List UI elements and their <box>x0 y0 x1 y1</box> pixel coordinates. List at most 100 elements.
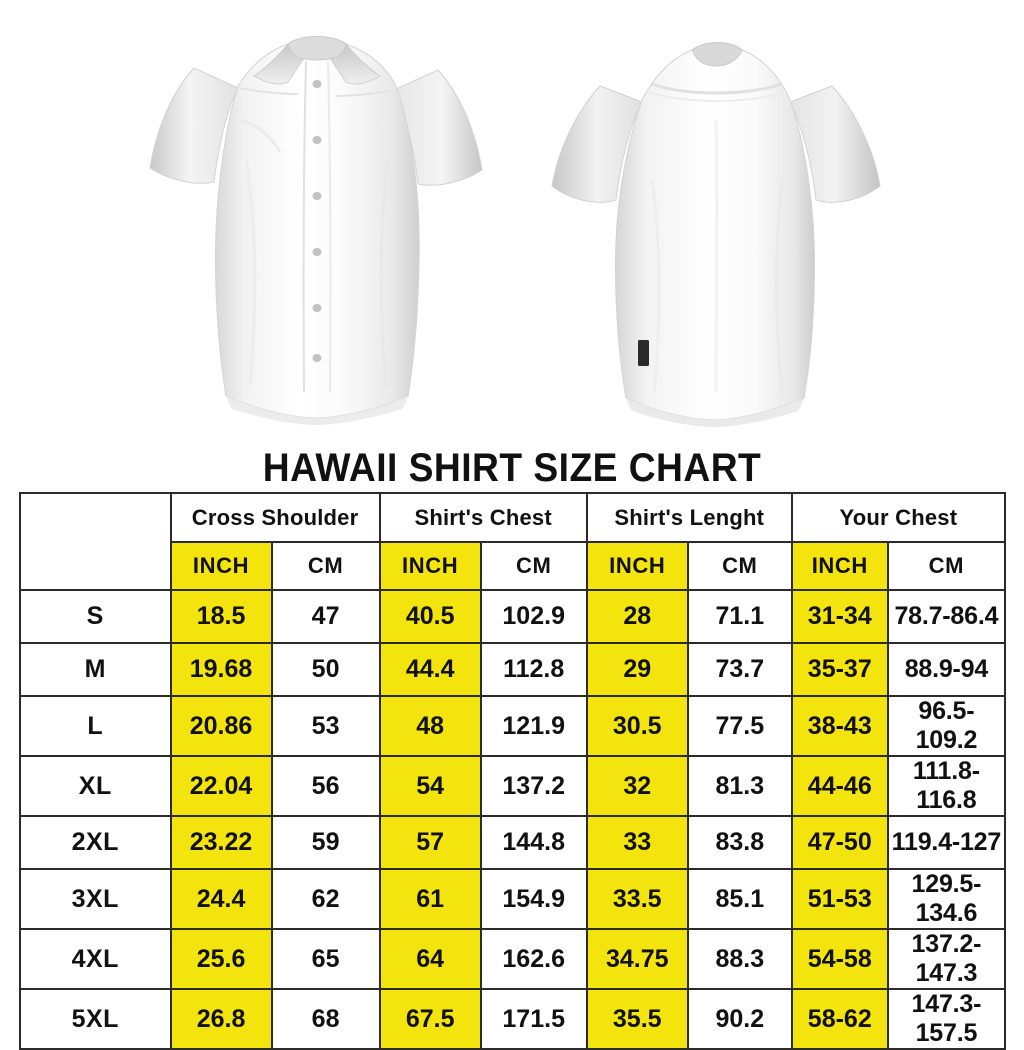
cell-s-shirts-length-inch: 28 <box>585 589 689 644</box>
size-label-2xl: 2XL <box>19 815 172 870</box>
cell-3xl-your-chest-inch: 51-53 <box>790 868 889 930</box>
size-chart-container: Cross Shoulder Shirt's Chest Shirt's Len… <box>19 492 1007 1050</box>
cell-xl-shirts-length-inch: 32 <box>585 755 689 817</box>
cell-4xl-your-chest-inch: 54-58 <box>790 928 889 990</box>
cell-5xl-shirts-chest-inch: 67.5 <box>378 988 482 1050</box>
cell-xl-cross-shoulder-cm: 56 <box>270 755 381 817</box>
group-header-shirts-length: Shirt's Lenght <box>585 492 793 543</box>
cell-5xl-shirts-length-cm: 90.2 <box>686 988 793 1050</box>
size-label-4xl: 4XL <box>19 928 172 990</box>
cell-l-shirts-length-cm: 77.5 <box>686 695 793 757</box>
size-label-3xl: 3XL <box>19 868 172 930</box>
cell-5xl-shirts-chest-cm: 171.5 <box>479 988 588 1050</box>
shirt-collar-band <box>287 36 347 61</box>
cell-xl-shirts-chest-cm: 137.2 <box>479 755 588 817</box>
size-chart-body: S 18.5 47 40.5 102.9 28 71.1 31-34 78.7-86.4 M 19.… <box>19 589 1007 1050</box>
shirt-hem <box>226 396 408 425</box>
cell-2xl-cross-shoulder-cm: 59 <box>270 815 381 870</box>
size-label-xl: XL <box>19 755 172 817</box>
group-header-shirts-chest: Shirt's Chest <box>378 492 588 543</box>
shirt-back-hem <box>626 398 804 427</box>
cell-2xl-shirts-chest-cm: 144.8 <box>479 815 588 870</box>
table-row: 5XL 26.8 68 67.5 171.5 35.5 90.2 58-62 147.3-157… <box>19 988 1007 1050</box>
cell-3xl-shirts-chest-inch: 61 <box>378 868 482 930</box>
cell-l-shirts-length-inch: 30.5 <box>585 695 689 757</box>
cell-l-cross-shoulder-cm: 53 <box>270 695 381 757</box>
cell-xl-cross-shoulder-inch: 22.04 <box>169 755 273 817</box>
shirt-collar-left <box>253 43 305 85</box>
cell-m-shirts-chest-cm: 112.8 <box>479 642 588 697</box>
cell-m-shirts-chest-inch: 44.4 <box>378 642 482 697</box>
cell-3xl-shirts-length-cm: 85.1 <box>686 868 793 930</box>
size-chart-table: Cross Shoulder Shirt's Chest Shirt's Len… <box>19 492 1007 1050</box>
cell-xl-shirts-length-cm: 81.3 <box>686 755 793 817</box>
table-row: L 20.86 53 48 121.9 30.5 77.5 38-43 96.5-109.2 <box>19 695 1007 757</box>
cell-5xl-your-chest-inch: 58-62 <box>790 988 889 1050</box>
cell-5xl-your-chest-cm: 147.3-157.5 <box>886 988 1007 1050</box>
cell-s-cross-shoulder-cm: 47 <box>270 589 381 644</box>
cell-4xl-shirts-length-cm: 88.3 <box>686 928 793 990</box>
cell-xl-your-chest-cm: 111.8-116.8 <box>886 755 1007 817</box>
table-row: 2XL 23.22 59 57 144.8 33 83.8 47-50 119.4-127 <box>19 815 1007 870</box>
cell-l-shirts-chest-cm: 121.9 <box>479 695 588 757</box>
cell-3xl-your-chest-cm: 129.5-134.6 <box>886 868 1007 930</box>
cell-s-shirts-length-cm: 71.1 <box>686 589 793 644</box>
size-label-5xl: 5XL <box>19 988 172 1050</box>
table-row: M 19.68 50 44.4 112.8 29 73.7 35-37 88.9-94 <box>19 642 1007 697</box>
size-label-m: M <box>19 642 172 697</box>
unit-header-chest-inch: INCH <box>378 541 482 591</box>
cell-3xl-shirts-length-inch: 33.5 <box>585 868 689 930</box>
corner-cell <box>19 492 172 591</box>
cell-2xl-cross-shoulder-inch: 23.22 <box>169 815 273 870</box>
cell-m-shirts-length-inch: 29 <box>585 642 689 697</box>
shirt-back-image <box>540 0 890 445</box>
cell-s-shirts-chest-inch: 40.5 <box>378 589 482 644</box>
cell-4xl-cross-shoulder-inch: 25.6 <box>169 928 273 990</box>
unit-header-length-cm: CM <box>686 541 793 591</box>
cell-5xl-cross-shoulder-cm: 68 <box>270 988 381 1050</box>
cell-4xl-shirts-chest-inch: 64 <box>378 928 482 990</box>
shirt-back-right-sleeve <box>789 85 881 203</box>
product-image-row <box>0 0 1024 445</box>
table-row: 4XL 25.6 65 64 162.6 34.75 88.3 54-58 137.2-147.… <box>19 928 1007 990</box>
cell-m-cross-shoulder-inch: 19.68 <box>169 642 273 697</box>
column-group-header-row: Cross Shoulder Shirt's Chest Shirt's Len… <box>19 492 1007 591</box>
cell-l-your-chest-inch: 38-43 <box>790 695 889 757</box>
group-header-cross-shoulder: Cross Shoulder <box>169 492 381 543</box>
cell-2xl-your-chest-cm: 119.4-127 <box>886 815 1007 870</box>
cell-s-your-chest-cm: 78.7-86.4 <box>886 589 1007 644</box>
size-label-s: S <box>19 589 172 644</box>
cell-2xl-shirts-chest-inch: 57 <box>378 815 482 870</box>
cell-xl-shirts-chest-inch: 54 <box>378 755 482 817</box>
cell-l-shirts-chest-inch: 48 <box>378 695 482 757</box>
shirt-care-label <box>638 340 649 366</box>
cell-2xl-shirts-length-inch: 33 <box>585 815 689 870</box>
group-header-your-chest: Your Chest <box>790 492 1007 543</box>
size-label-l: L <box>19 695 172 757</box>
cell-m-cross-shoulder-cm: 50 <box>270 642 381 697</box>
cell-5xl-cross-shoulder-inch: 26.8 <box>169 988 273 1050</box>
cell-m-your-chest-cm: 88.9-94 <box>886 642 1007 697</box>
table-row: S 18.5 47 40.5 102.9 28 71.1 31-34 78.7-86.4 <box>19 589 1007 644</box>
cell-4xl-cross-shoulder-cm: 65 <box>270 928 381 990</box>
cell-m-your-chest-inch: 35-37 <box>790 642 889 697</box>
unit-header-chest-cm: CM <box>479 541 588 591</box>
shirt-left-sleeve <box>149 67 239 184</box>
unit-header-your-chest-cm: CM <box>886 541 1007 591</box>
shirt-front-image <box>138 0 498 445</box>
unit-header-cross-shoulder-cm: CM <box>270 541 381 591</box>
shirt-buttons <box>312 80 322 362</box>
cell-2xl-your-chest-inch: 47-50 <box>790 815 889 870</box>
cell-3xl-cross-shoulder-cm: 62 <box>270 868 381 930</box>
cell-l-cross-shoulder-inch: 20.86 <box>169 695 273 757</box>
shirt-back-left-sleeve <box>551 85 643 203</box>
unit-header-your-chest-inch: INCH <box>790 541 889 591</box>
cell-4xl-shirts-length-inch: 34.75 <box>585 928 689 990</box>
shirt-collar-right <box>329 43 381 85</box>
cell-5xl-shirts-length-inch: 35.5 <box>585 988 689 1050</box>
cell-s-your-chest-inch: 31-34 <box>790 589 889 644</box>
cell-s-shirts-chest-cm: 102.9 <box>479 589 588 644</box>
shirt-back-yoke-seam <box>651 82 783 95</box>
cell-4xl-shirts-chest-cm: 162.6 <box>479 928 588 990</box>
